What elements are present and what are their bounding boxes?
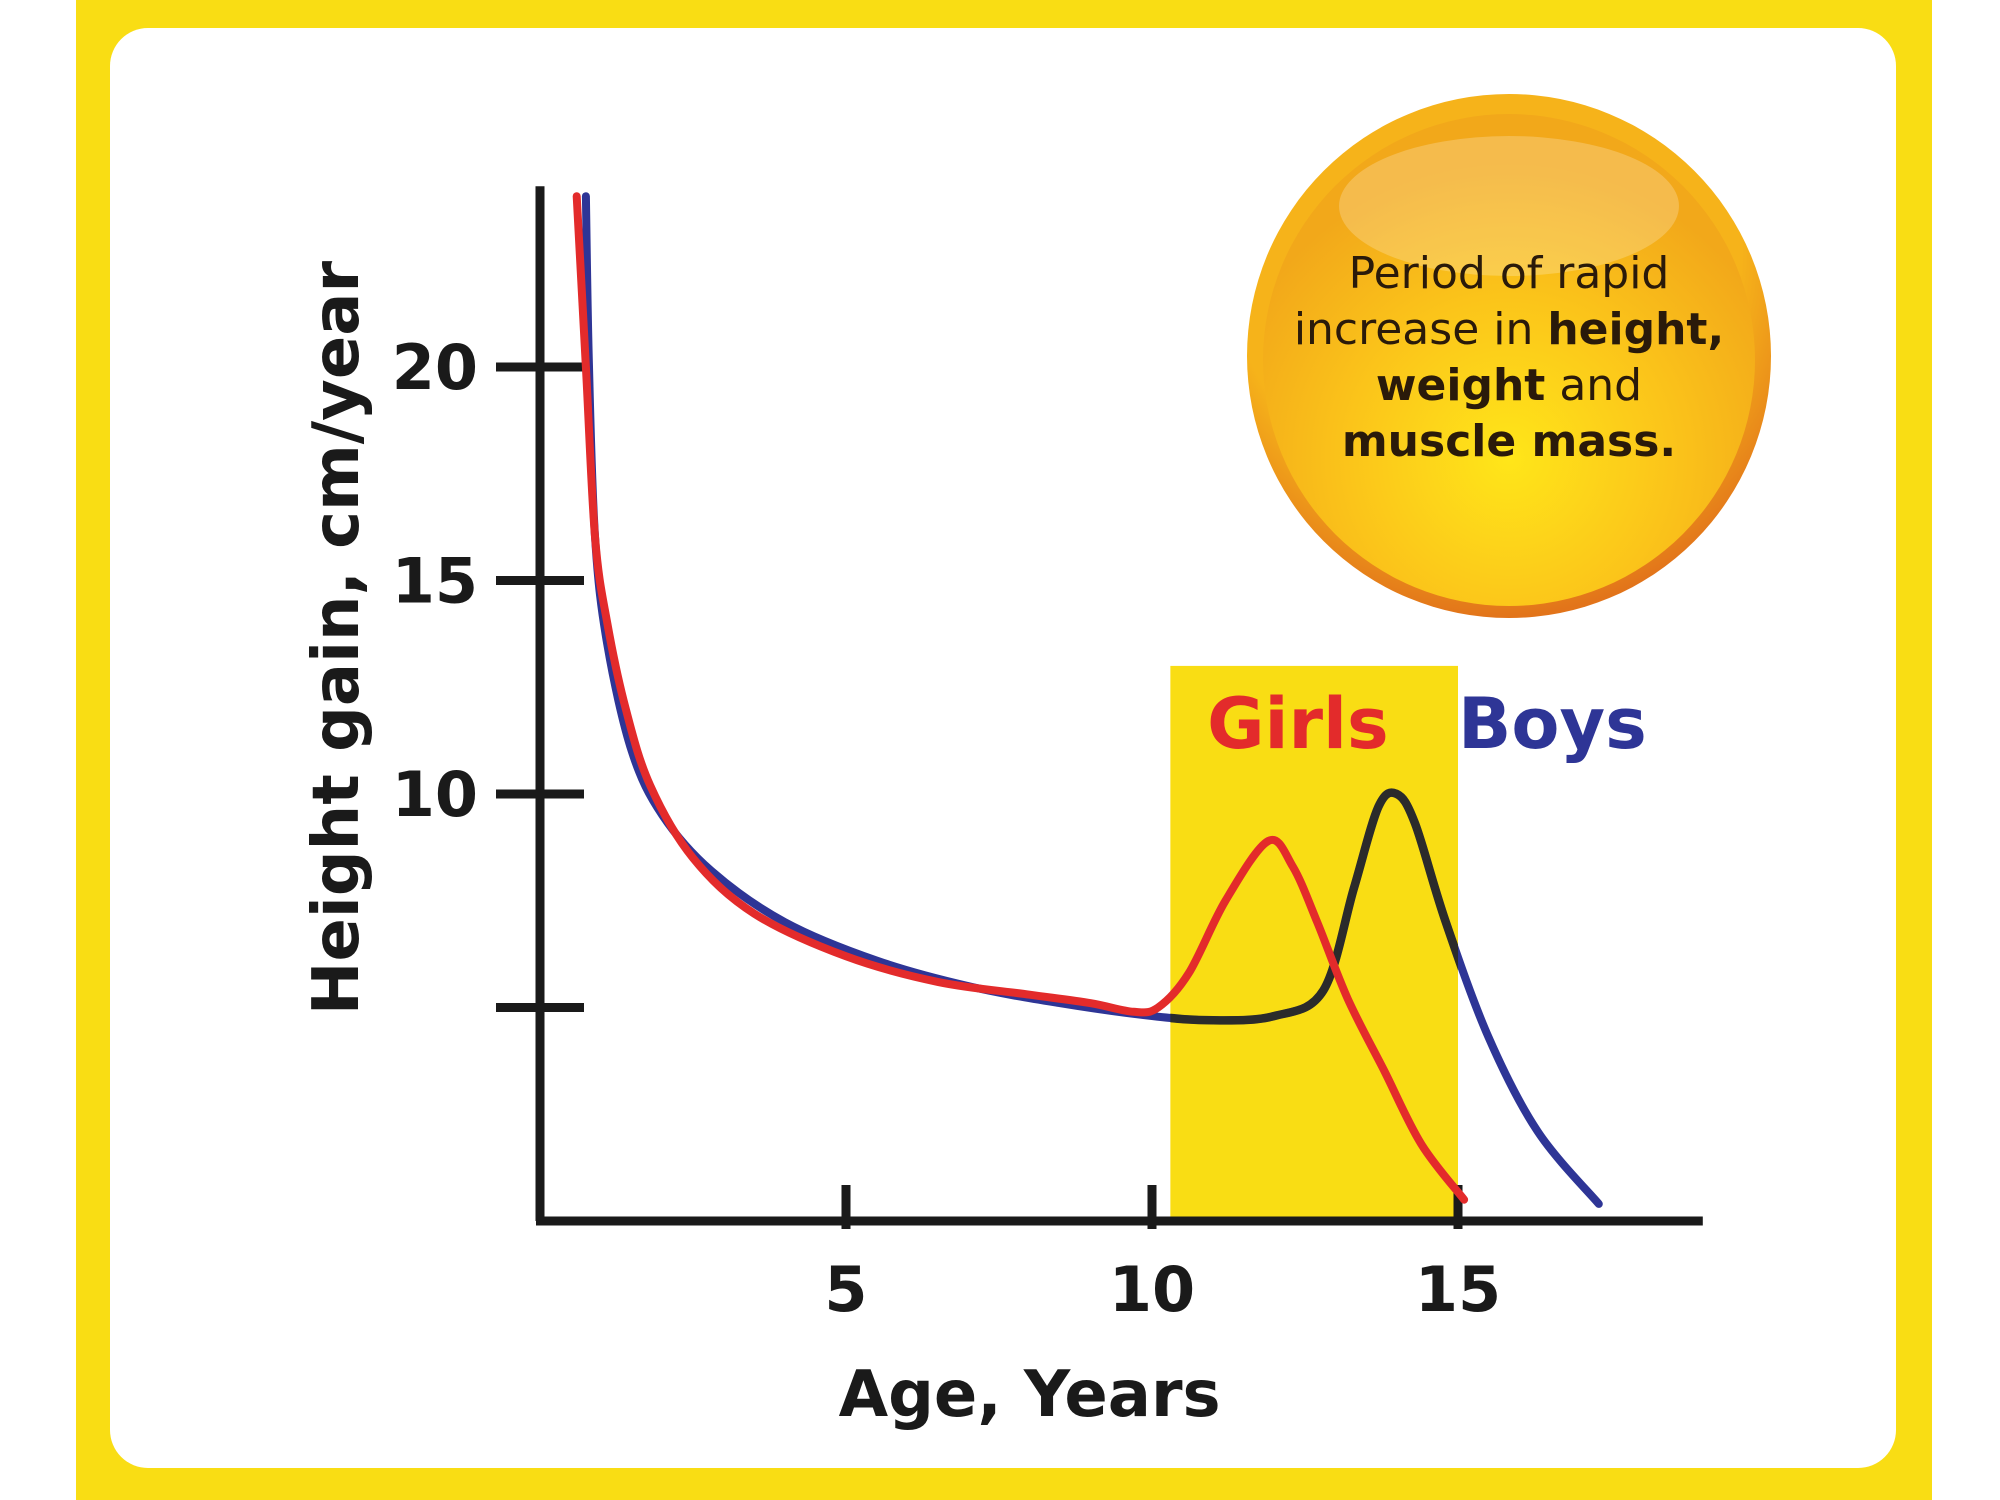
- callout-text-segment: increase in: [1294, 304, 1548, 355]
- boys-series-line-highlight-segment: [1170, 788, 1458, 1025]
- y-axis-label: Height gain, cm/year: [300, 261, 374, 1016]
- callout-shine: [1339, 136, 1679, 276]
- callout-text-line: Period of rapid: [1349, 248, 1670, 299]
- y-tick-label: 10: [392, 758, 478, 831]
- girls-series-label: Girls: [1207, 683, 1389, 765]
- girls-series-line: [572, 192, 1469, 1204]
- x-tick-label: 15: [1415, 1253, 1501, 1326]
- y-tick-label: 20: [392, 331, 478, 404]
- callout-text-line: muscle mass.: [1342, 416, 1676, 467]
- x-tick-label: 5: [824, 1253, 867, 1326]
- chart-panel: Period of rapid increase in height, weight…: [110, 28, 1896, 1468]
- callout-circle-inner: [1263, 114, 1755, 606]
- callout-text-segment: Period of rapid: [1349, 248, 1670, 299]
- x-axis-label: Age, Years: [839, 1358, 1221, 1432]
- boys-series-label: Boys: [1458, 683, 1647, 765]
- callout-text-line: increase in height,: [1294, 304, 1724, 355]
- callout-text-segment: and: [1545, 360, 1642, 411]
- x-tick-label: 10: [1109, 1253, 1195, 1326]
- yellow-frame: Period of rapid increase in height, weight…: [76, 0, 1932, 1500]
- callout-text-segment: weight: [1376, 360, 1545, 411]
- callout-text-segment: muscle mass.: [1342, 416, 1676, 467]
- callout-text-segment: height,: [1547, 304, 1724, 355]
- y-tick-label: 15: [392, 545, 478, 618]
- callout-text-line: weight and: [1376, 360, 1642, 411]
